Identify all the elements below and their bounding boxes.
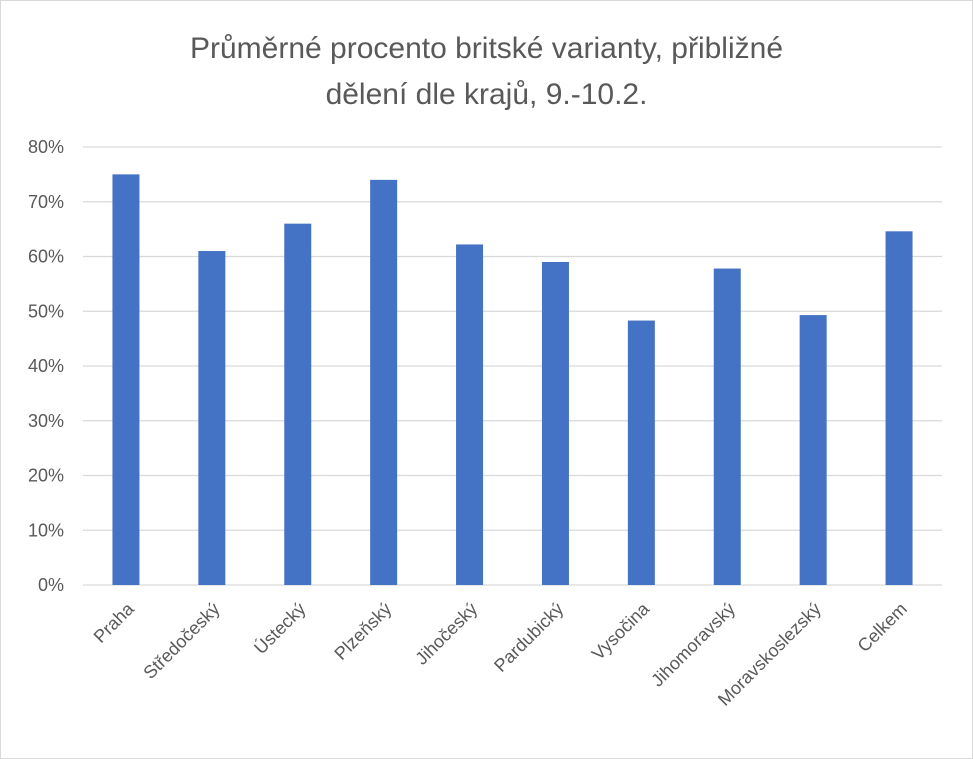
chart-title-line-1: Průměrné procento britské varianty, přib… <box>189 32 784 65</box>
y-tick-label: 70% <box>28 192 64 212</box>
y-tick-label: 50% <box>28 301 64 321</box>
x-tick-label: Pardubický <box>490 599 567 676</box>
y-axis: 0% 10% 20% 30% 40% 50% 60% 70% 80% <box>28 137 64 595</box>
y-tick-label: 20% <box>28 466 64 486</box>
bar <box>112 174 140 585</box>
bar <box>799 315 827 585</box>
bar <box>885 231 913 585</box>
bars <box>112 174 913 585</box>
y-tick-label: 40% <box>28 356 64 376</box>
gridlines <box>83 146 942 586</box>
bar <box>713 268 741 585</box>
x-axis: Praha Středočeský Ústecký Plzeňský Jihočeský… <box>90 598 911 710</box>
x-tick-label: Praha <box>90 598 139 647</box>
x-tick-label: Jihomoravský <box>647 599 739 691</box>
bar <box>198 251 226 585</box>
bar <box>627 320 655 585</box>
y-tick-label: 30% <box>28 411 64 431</box>
x-tick-label: Jihočeský <box>411 599 481 669</box>
x-tick-label: Středočeský <box>139 599 223 683</box>
y-tick-label: 0% <box>38 575 64 595</box>
y-tick-label: 10% <box>28 520 64 540</box>
bar <box>541 261 569 585</box>
x-tick-label: Ústecký <box>249 598 309 658</box>
bar <box>456 244 484 585</box>
x-tick-label: Vysočina <box>588 598 654 664</box>
y-tick-label: 60% <box>28 247 64 267</box>
y-tick-label: 80% <box>28 137 64 157</box>
x-tick-label: Celkem <box>854 599 911 656</box>
bar <box>284 223 312 585</box>
chart-title: Průměrné procento britské varianty, přib… <box>0 26 973 118</box>
bar <box>370 179 398 585</box>
chart-title-line-2: dělení dle krajů, 9.-10.2. <box>325 78 648 111</box>
x-tick-label: Plzeňský <box>330 599 395 664</box>
